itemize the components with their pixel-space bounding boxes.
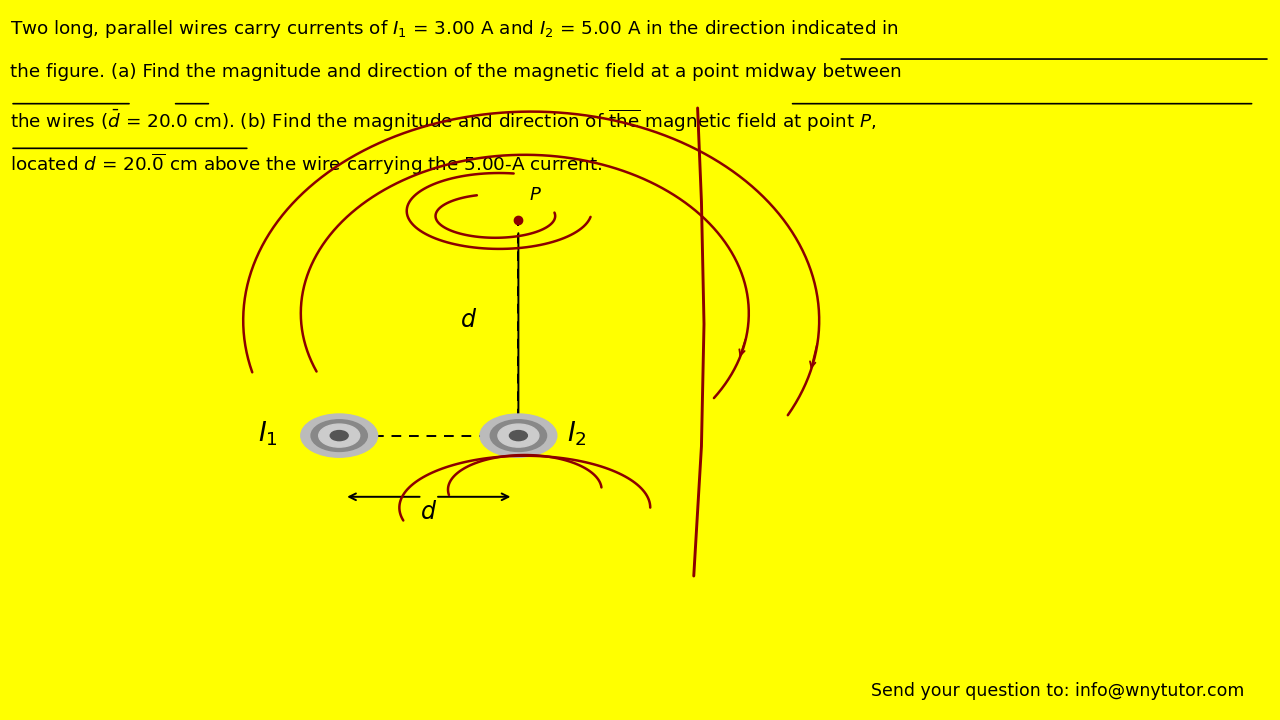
Text: Two long, parallel wires carry currents of $I_1$ = 3.00 A and $I_2$ = 5.00 A in : Two long, parallel wires carry currents … [10, 18, 899, 40]
Text: $d$: $d$ [420, 500, 438, 524]
Text: Send your question to: info@wnytutor.com: Send your question to: info@wnytutor.com [870, 682, 1244, 700]
Text: $I_1$: $I_1$ [259, 420, 278, 449]
Text: $P$: $P$ [529, 186, 541, 204]
Circle shape [330, 431, 348, 441]
Circle shape [498, 424, 539, 447]
Text: $I_2$: $I_2$ [567, 420, 586, 449]
Text: the figure. (a) Find the magnitude and direction of the magnetic field at a poin: the figure. (a) Find the magnitude and d… [10, 63, 902, 81]
Circle shape [480, 414, 557, 457]
Circle shape [509, 431, 527, 441]
Text: the wires ($\bar{d}$ = 20.0 cm). (b) Find the magnitude and direction of $\overl: the wires ($\bar{d}$ = 20.0 cm). (b) Fin… [10, 107, 877, 134]
Circle shape [319, 424, 360, 447]
Circle shape [301, 414, 378, 457]
Circle shape [311, 420, 367, 451]
Text: $d$: $d$ [461, 308, 477, 333]
Text: located $d$ = 20.$\overline{0}$ cm above the wire carrying the 5.00-A current.: located $d$ = 20.$\overline{0}$ cm above… [10, 152, 603, 177]
Circle shape [490, 420, 547, 451]
